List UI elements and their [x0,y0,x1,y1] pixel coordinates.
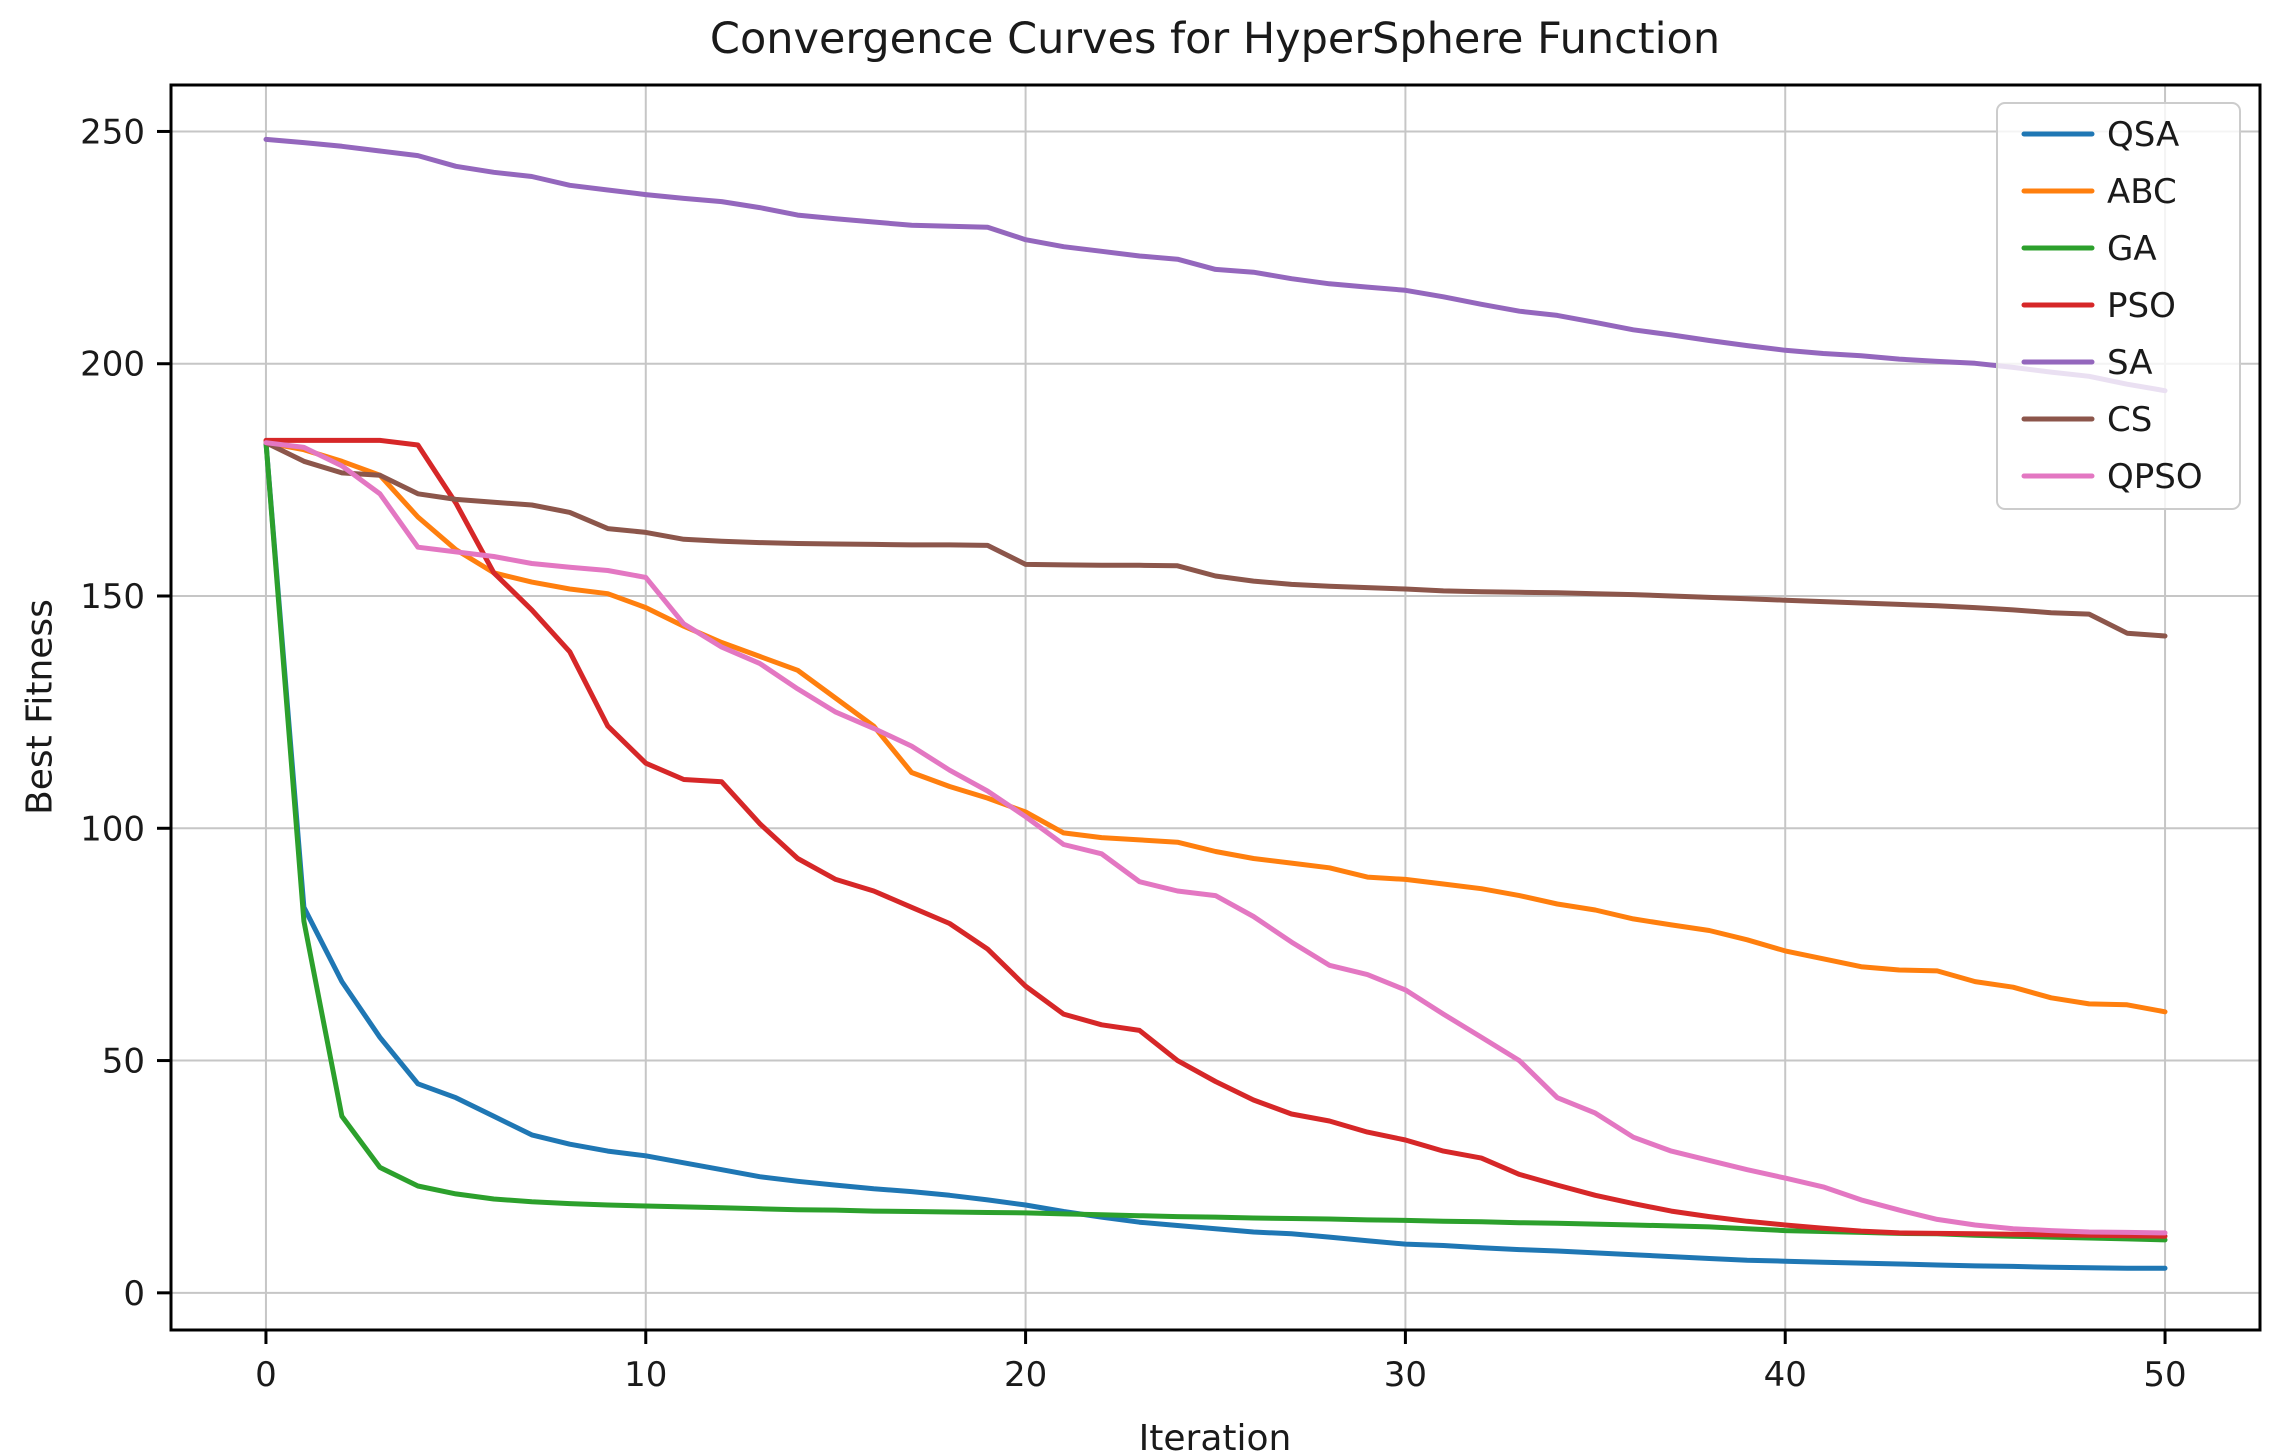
legend-label-abc: ABC [2107,172,2177,212]
x-axis-label: Iteration [1138,1418,1292,1455]
x-tick-label-0: 0 [255,1355,277,1395]
y-tick-label-150: 150 [80,577,145,617]
legend-label-ga: GA [2107,229,2157,269]
y-tick-label-100: 100 [80,809,145,849]
legend-label-cs: CS [2107,400,2152,440]
legend-box [1996,102,2241,510]
legend-label-pso: PSO [2107,286,2176,326]
x-tick-label-50: 50 [2143,1355,2186,1395]
y-tick-label-0: 0 [123,1274,145,1314]
y-tick-label-250: 250 [80,112,145,152]
y-axis-label: Best Fitness [19,599,61,815]
legend-label-qpso: QPSO [2107,457,2203,497]
x-tick-label-30: 30 [1384,1355,1427,1395]
series-line-sa [263,136,2168,394]
legend-label-sa: SA [2107,343,2152,383]
chart-title: Convergence Curves for HyperSphere Funct… [709,14,1721,64]
series-line-abc [263,440,2168,1015]
series-line-pso [263,437,2168,1239]
x-tick-label-40: 40 [1764,1355,1807,1395]
series-line-cs [263,440,2168,639]
y-tick-label-200: 200 [80,345,145,385]
series-line-qpso [263,440,2168,1236]
axes-frame [169,83,2262,1332]
series-line-ga [263,440,2168,1243]
x-tick-label-20: 20 [1004,1355,1047,1395]
y-tick-label-50: 50 [102,1042,145,1082]
legend-label-qsa: QSA [2107,115,2179,155]
series-line-qsa [263,440,2168,1271]
x-tick-label-10: 10 [624,1355,667,1395]
